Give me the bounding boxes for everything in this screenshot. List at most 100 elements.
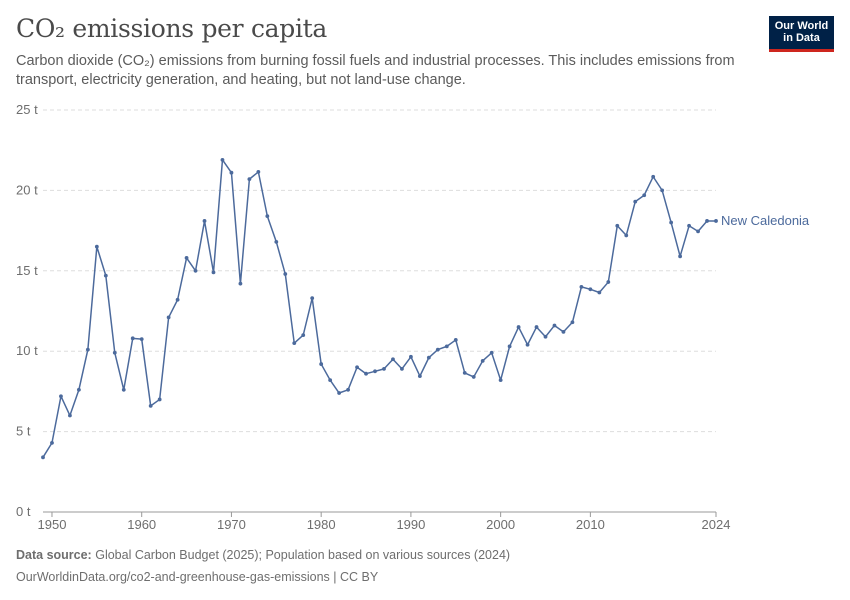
data-point[interactable] <box>570 320 575 325</box>
data-point[interactable] <box>211 270 216 275</box>
data-point[interactable] <box>525 342 530 347</box>
axes: 0 t 5 t 10 t 15 t 20 t 25 t 1950 1960 1970 1980 19… <box>16 102 730 532</box>
data-point[interactable] <box>498 378 503 383</box>
data-point[interactable] <box>310 296 315 301</box>
data-point[interactable] <box>678 254 683 259</box>
data-point[interactable] <box>364 371 368 376</box>
data-point[interactable] <box>534 325 539 329</box>
data-point[interactable] <box>50 440 54 445</box>
data-point[interactable] <box>346 387 350 392</box>
data-point[interactable] <box>624 233 629 238</box>
data-point[interactable] <box>68 413 72 418</box>
data-point[interactable] <box>157 397 162 402</box>
series-labels: New Caledonia <box>721 213 810 228</box>
data-point[interactable] <box>462 371 467 375</box>
data-point[interactable] <box>696 229 700 234</box>
series-line[interactable] <box>42 159 716 458</box>
x-tick-label: 1950 <box>38 517 67 532</box>
data-point[interactable] <box>606 280 611 284</box>
data-point[interactable] <box>642 193 647 198</box>
data-point[interactable] <box>94 244 99 249</box>
data-point[interactable] <box>256 170 261 174</box>
y-tick-label: 10 t <box>16 343 38 358</box>
data-source-label: Data source: <box>16 548 92 562</box>
data-point[interactable] <box>651 174 656 179</box>
data-point[interactable] <box>400 366 404 371</box>
data-point[interactable] <box>705 219 709 223</box>
data-point[interactable] <box>202 219 207 223</box>
logo-line-2: in Data <box>783 32 820 44</box>
data-point[interactable] <box>687 223 691 228</box>
data-point[interactable] <box>41 455 45 460</box>
data-point[interactable] <box>85 347 90 352</box>
data-point[interactable] <box>382 366 386 371</box>
data-point[interactable] <box>148 403 153 408</box>
data-point[interactable] <box>76 387 81 392</box>
owid-logo[interactable]: Our World in Data <box>769 16 834 52</box>
data-point[interactable] <box>319 362 324 366</box>
series-label[interactable]: New Caledonia <box>721 213 810 228</box>
y-tick-label: 25 t <box>16 102 38 117</box>
data-point[interactable] <box>238 281 243 286</box>
data-point[interactable] <box>714 219 718 223</box>
data-point[interactable] <box>355 365 359 370</box>
data-point[interactable] <box>409 354 413 359</box>
data-point[interactable] <box>543 334 548 339</box>
data-point[interactable] <box>59 394 63 399</box>
data-point[interactable] <box>480 358 485 363</box>
data-point[interactable] <box>301 333 306 338</box>
data-point[interactable] <box>328 378 333 383</box>
data-point[interactable] <box>426 355 431 360</box>
data-point[interactable] <box>588 287 593 292</box>
data-point[interactable] <box>139 337 144 342</box>
grid-lines <box>43 109 716 433</box>
data-point[interactable] <box>220 157 225 162</box>
data-point[interactable] <box>265 214 270 219</box>
data-point[interactable] <box>435 347 440 352</box>
data-point[interactable] <box>229 170 234 175</box>
data-point[interactable] <box>633 199 638 204</box>
data-point[interactable] <box>597 290 602 295</box>
data-point[interactable] <box>507 344 512 349</box>
data-point[interactable] <box>166 315 171 320</box>
data-point[interactable] <box>417 374 422 379</box>
chart-title: CO₂ emissions per capita <box>16 14 328 43</box>
data-point[interactable] <box>184 256 189 260</box>
data-point[interactable] <box>552 323 557 328</box>
data-point[interactable] <box>373 369 377 374</box>
data-point[interactable] <box>283 272 288 276</box>
data-point[interactable] <box>103 273 108 278</box>
y-tick-label: 20 t <box>16 182 38 197</box>
data-point[interactable] <box>489 350 494 355</box>
data-point[interactable] <box>561 330 566 334</box>
chart-subtitle: Carbon dioxide (CO₂) emissions from burn… <box>16 53 735 88</box>
data-point[interactable] <box>516 325 521 329</box>
data-point[interactable] <box>112 350 117 355</box>
data-point[interactable] <box>121 387 126 392</box>
x-tick-label: 1990 <box>396 517 425 532</box>
data-point[interactable] <box>669 220 674 225</box>
data-point[interactable] <box>471 375 476 379</box>
data-point[interactable] <box>193 268 198 273</box>
data-source: Data source: Global Carbon Budget (2025)… <box>16 548 510 562</box>
source-url[interactable]: OurWorldinData.org/co2-and-greenhouse-ga… <box>16 570 379 584</box>
data-point[interactable] <box>660 188 665 193</box>
data-point[interactable] <box>274 239 279 244</box>
data-point[interactable] <box>391 357 395 362</box>
y-tick-label: 0 t <box>16 504 31 519</box>
data-source-text: Global Carbon Budget (2025); Population … <box>95 548 511 562</box>
data-point[interactable] <box>247 177 252 182</box>
data-point[interactable] <box>175 297 180 302</box>
x-tick-label: 2010 <box>576 517 605 532</box>
data-point[interactable] <box>444 344 449 349</box>
logo-line-1: Our World <box>774 20 829 32</box>
data-point[interactable] <box>292 341 297 346</box>
y-tick-label: 15 t <box>16 263 38 278</box>
series-lines <box>42 159 716 458</box>
data-point[interactable] <box>615 223 620 228</box>
data-point[interactable] <box>337 391 342 395</box>
data-point[interactable] <box>579 284 584 289</box>
data-point[interactable] <box>130 336 135 341</box>
data-point[interactable] <box>453 338 458 342</box>
